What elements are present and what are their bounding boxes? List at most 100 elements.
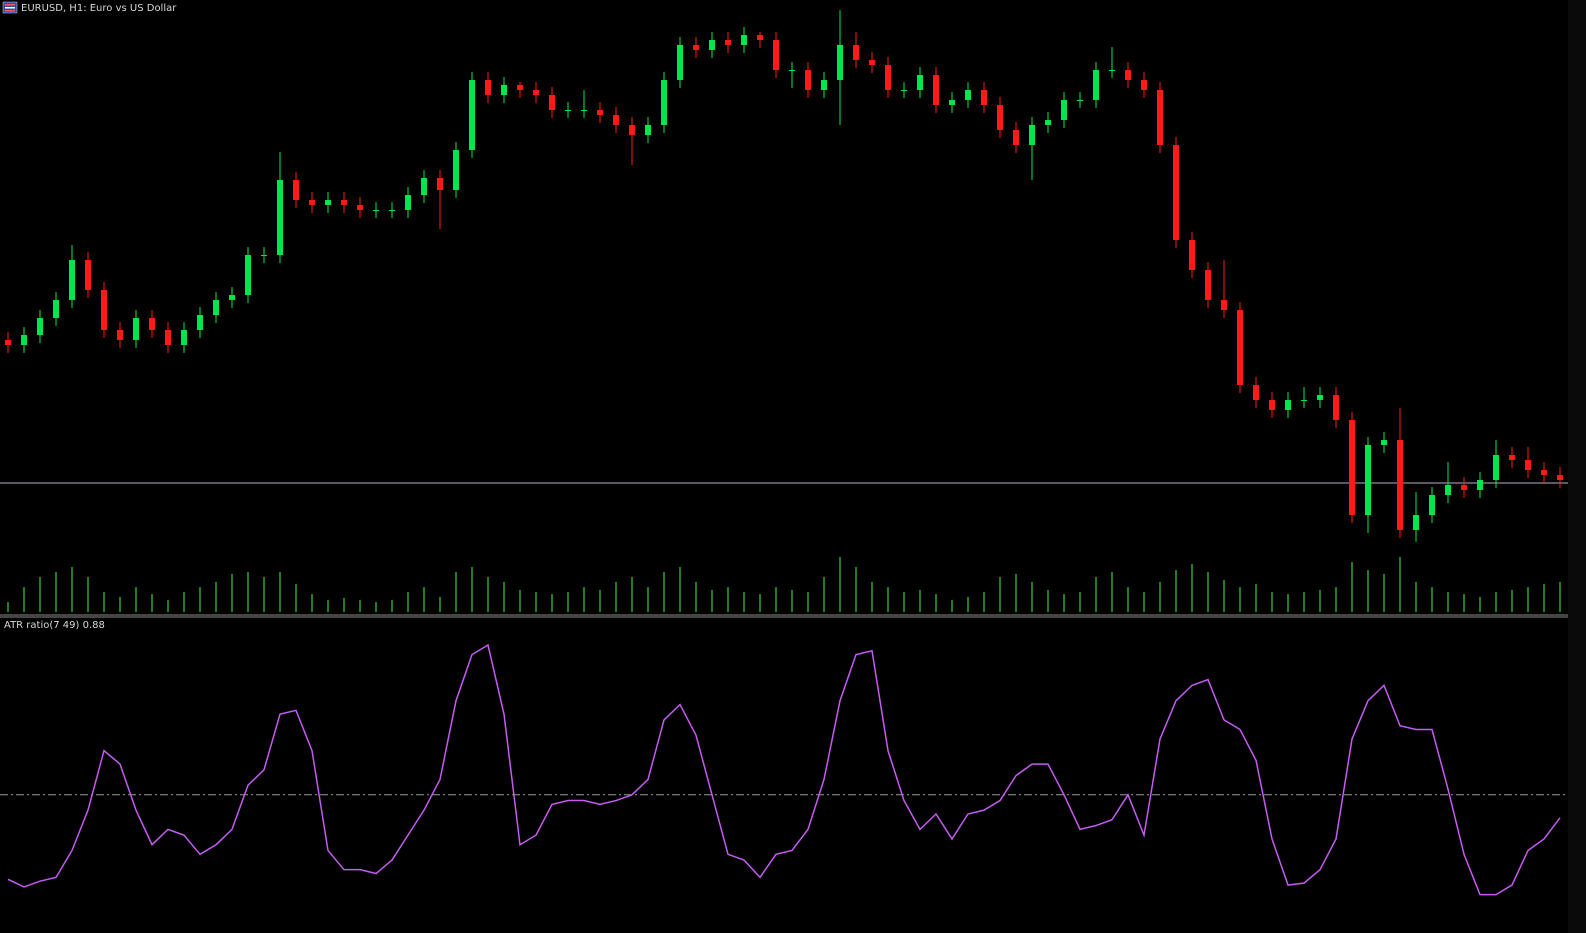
candle-body [1045, 120, 1051, 125]
candle-body [85, 260, 91, 290]
candle-body [805, 70, 811, 90]
candle-body [469, 80, 475, 150]
candle-body [1381, 440, 1387, 445]
candle-body [293, 180, 299, 200]
candle-body [1253, 385, 1259, 400]
candle-body [533, 90, 539, 95]
candle-body [645, 125, 651, 135]
candle-body [997, 105, 1003, 130]
candle-body [789, 70, 795, 71]
right-margin [1568, 0, 1586, 933]
candle-body [917, 75, 923, 90]
candle-body [1013, 130, 1019, 145]
candle-body [1205, 270, 1211, 300]
candle-body [1365, 445, 1371, 515]
candle-body [1349, 420, 1355, 515]
indicator-title: ATR ratio(7 49) 0.88 [4, 620, 105, 631]
candle-body [165, 330, 171, 345]
candle-body [1397, 440, 1403, 530]
chart-title: EURUSD, H1: Euro vs US Dollar [21, 3, 177, 14]
candle-body [725, 40, 731, 45]
candle-body [1125, 70, 1131, 80]
candle-body [709, 40, 715, 50]
candle-body [1333, 395, 1339, 420]
candle-body [1477, 480, 1483, 490]
candle-body [1157, 90, 1163, 145]
candle-body [597, 110, 603, 115]
candle-body [149, 318, 155, 330]
candle-body [1285, 400, 1291, 410]
candle-body [69, 260, 75, 300]
candle-body [437, 178, 443, 190]
candle-body [373, 210, 379, 211]
candle-body [629, 125, 635, 135]
candle-body [341, 200, 347, 205]
symbol-icon[interactable] [2, 1, 18, 14]
candle-body [501, 85, 507, 95]
candle-body [389, 210, 395, 211]
candle-body [453, 150, 459, 190]
candle-body [821, 80, 827, 90]
candle-body [1093, 70, 1099, 100]
candle-body [197, 315, 203, 330]
candle-body [213, 300, 219, 315]
candle-body [1413, 515, 1419, 530]
candle-body [357, 205, 363, 210]
candle-body [741, 35, 747, 45]
candle-body [261, 255, 267, 256]
candle-body [37, 318, 43, 335]
candle-body [229, 295, 235, 300]
candle-body [869, 60, 875, 65]
candle-body [325, 200, 331, 205]
candle-body [1173, 145, 1179, 240]
candle-body [1141, 80, 1147, 90]
candle-body [21, 335, 27, 345]
candle-body [133, 318, 139, 340]
candle-body [1237, 310, 1243, 385]
candle-body [309, 200, 315, 205]
candle-body [517, 85, 523, 90]
icon-line [5, 7, 15, 9]
candle-body [661, 80, 667, 125]
candle-body [277, 180, 283, 255]
candle-body [949, 100, 955, 105]
candle-body [757, 35, 763, 40]
icon-line [5, 4, 15, 6]
candle-body [1029, 125, 1035, 145]
candle-body [1189, 240, 1195, 270]
candle-body [1109, 70, 1115, 71]
candle-body [5, 340, 11, 345]
candle-body [693, 45, 699, 50]
candle-body [1461, 485, 1467, 490]
candle-body [981, 90, 987, 105]
candle-body [1525, 460, 1531, 470]
candle-body [549, 95, 555, 110]
candle-body [1509, 455, 1515, 460]
candle-body [245, 255, 251, 295]
candle-body [1445, 485, 1451, 495]
candle-body [1557, 475, 1563, 480]
candle-body [53, 300, 59, 318]
candle-body [485, 80, 491, 95]
candle-body [1269, 400, 1275, 410]
candle-body [773, 40, 779, 70]
icon-line [5, 10, 15, 12]
candle-body [1429, 495, 1435, 515]
candle-body [1541, 470, 1547, 475]
candle-body [677, 45, 683, 80]
candle-body [405, 195, 411, 210]
candle-body [1061, 100, 1067, 120]
candle-body [901, 90, 907, 91]
candle-body [933, 75, 939, 105]
candle-body [565, 110, 571, 111]
candle-body [837, 45, 843, 80]
candle-body [1317, 395, 1323, 400]
candle-body [421, 178, 427, 195]
candle-body [613, 115, 619, 125]
candle-body [117, 330, 123, 340]
candle-body [1301, 400, 1307, 401]
candle-body [1077, 100, 1083, 101]
